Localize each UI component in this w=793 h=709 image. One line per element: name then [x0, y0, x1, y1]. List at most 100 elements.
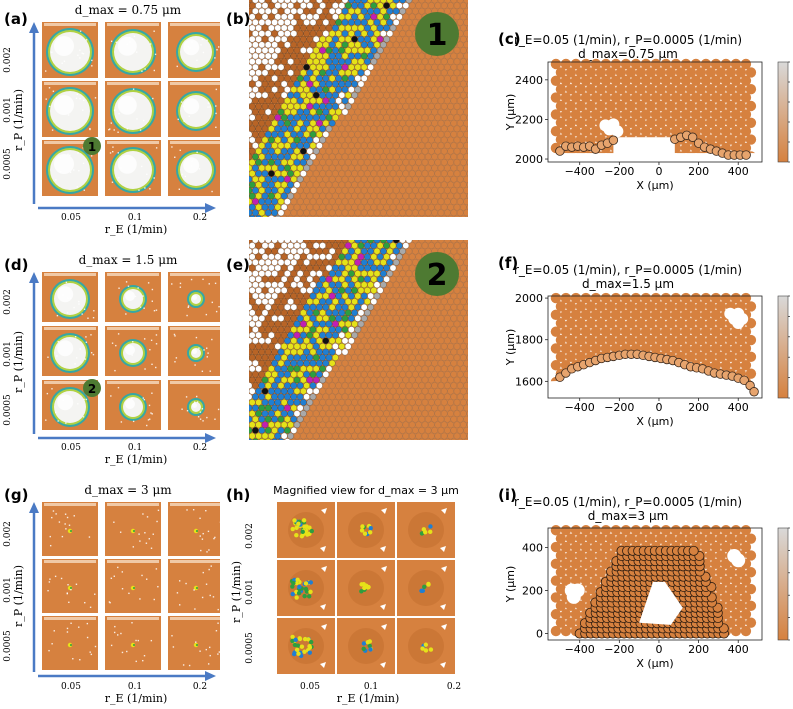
cell-marker: [309, 7, 317, 15]
cell-marker: [344, 253, 352, 261]
cell-marker: [284, 41, 291, 49]
cell-marker: [316, 292, 323, 300]
cell-marker: [287, 24, 294, 32]
cell-marker: [296, 97, 304, 105]
tissue-cell: [710, 343, 722, 354]
tissue-cell: [575, 550, 587, 561]
cell-marker: [284, 142, 291, 149]
cell-marker: [264, 281, 272, 289]
tissue-cell: [630, 109, 642, 120]
cell-marker: [277, 259, 285, 266]
cell-marker: [348, 52, 355, 60]
cell-marker: [383, 275, 390, 283]
cell-marker: [303, 19, 310, 26]
cell-marker: [338, 253, 346, 261]
tissue-cell: [615, 67, 627, 78]
panel-label-d: (d): [4, 256, 28, 274]
tissue-cell: [565, 318, 577, 329]
cell-marker: [344, 242, 352, 249]
cell-marker: [249, 315, 253, 322]
cell-marker: [255, 159, 262, 166]
cell-marker: [344, 58, 352, 65]
tissue-cell: [680, 58, 692, 70]
tissue-cell: [590, 558, 602, 570]
cell-marker: [312, 275, 320, 283]
cell-marker: [271, 131, 278, 138]
cell-marker: [277, 404, 285, 412]
tissue-cell: [735, 583, 747, 595]
cell-marker: [348, 97, 355, 105]
tissue-cell: [695, 351, 707, 363]
cell-marker: [367, 19, 374, 26]
cell-marker: [325, 58, 333, 65]
cell-marker: [249, 393, 253, 401]
tissue-cell: [570, 575, 582, 586]
mag-h-ytick-1: 0.002: [245, 523, 255, 549]
cell-marker: [255, 354, 262, 361]
cell-marker: [268, 387, 275, 395]
cell-marker: [261, 181, 269, 189]
cell-marker: [306, 309, 314, 317]
cell-marker: [258, 142, 266, 149]
chart-f-title-line1: r_E=0.05 (1/min), r_P=0.0005 (1/min): [514, 263, 742, 277]
cell-marker: [268, 69, 275, 77]
arrow-icon: [29, 502, 216, 681]
tissue-cell: [630, 126, 642, 137]
cell-marker: [309, 326, 317, 333]
tissue-cell: [570, 343, 582, 354]
cell-marker: [296, 281, 304, 289]
tissue-cell: [645, 318, 657, 329]
tissue-cell: [680, 142, 692, 154]
cell-marker: [249, 35, 256, 43]
cell-marker: [357, 242, 365, 249]
tissue-cell: [730, 58, 742, 70]
cell-marker: [255, 215, 262, 217]
cell-marker: [351, 58, 358, 65]
cell-marker: [341, 52, 349, 60]
cell-marker: [325, 309, 333, 317]
tissue-cell: [550, 92, 562, 103]
cell-marker: [264, 404, 272, 412]
cell-marker: [373, 7, 381, 15]
tissue-cell: [585, 533, 597, 544]
tissue-cell: [705, 351, 717, 363]
cell-marker: [383, 242, 390, 249]
cell-marker: [293, 58, 301, 65]
tissue-cell: [570, 126, 582, 137]
cell-marker: [380, 259, 387, 266]
tissue-cell: [715, 301, 727, 312]
cell-marker: [322, 270, 330, 277]
tissue-cell: [560, 541, 572, 553]
cell-marker: [354, 52, 362, 60]
cell-marker: [264, 41, 272, 49]
cell-marker: [316, 30, 323, 37]
cell-marker: [293, 399, 301, 406]
tissue-cell: [730, 126, 742, 137]
cell-marker: [264, 247, 272, 255]
cell-marker: [290, 119, 298, 127]
cell-marker: [322, 247, 330, 255]
cell-marker: [252, 270, 259, 277]
cell-marker: [249, 326, 253, 333]
cell-marker: [249, 320, 256, 328]
cell-marker: [274, 354, 282, 361]
cell-marker: [271, 415, 278, 423]
tissue-cell: [730, 625, 742, 637]
cell-marker: [264, 382, 272, 389]
tissue-cell: [590, 343, 602, 354]
cell-marker: [287, 320, 294, 328]
tissue-cell: [635, 84, 647, 95]
cell-marker: [280, 136, 288, 144]
cell-marker: [354, 240, 362, 244]
grid-g-title: d_max = 3 μm: [84, 483, 172, 497]
cell-marker: [249, 58, 256, 65]
grid-a-badge-text: 1: [88, 140, 96, 154]
cell-marker: [277, 427, 285, 434]
cell-marker: [370, 2, 378, 9]
tissue-cell: [740, 92, 752, 103]
cell-marker: [312, 331, 320, 339]
tissue-cell: [710, 92, 722, 103]
cell-marker: [261, 331, 269, 339]
cell-marker: [306, 399, 314, 406]
cell-marker: [351, 287, 358, 294]
